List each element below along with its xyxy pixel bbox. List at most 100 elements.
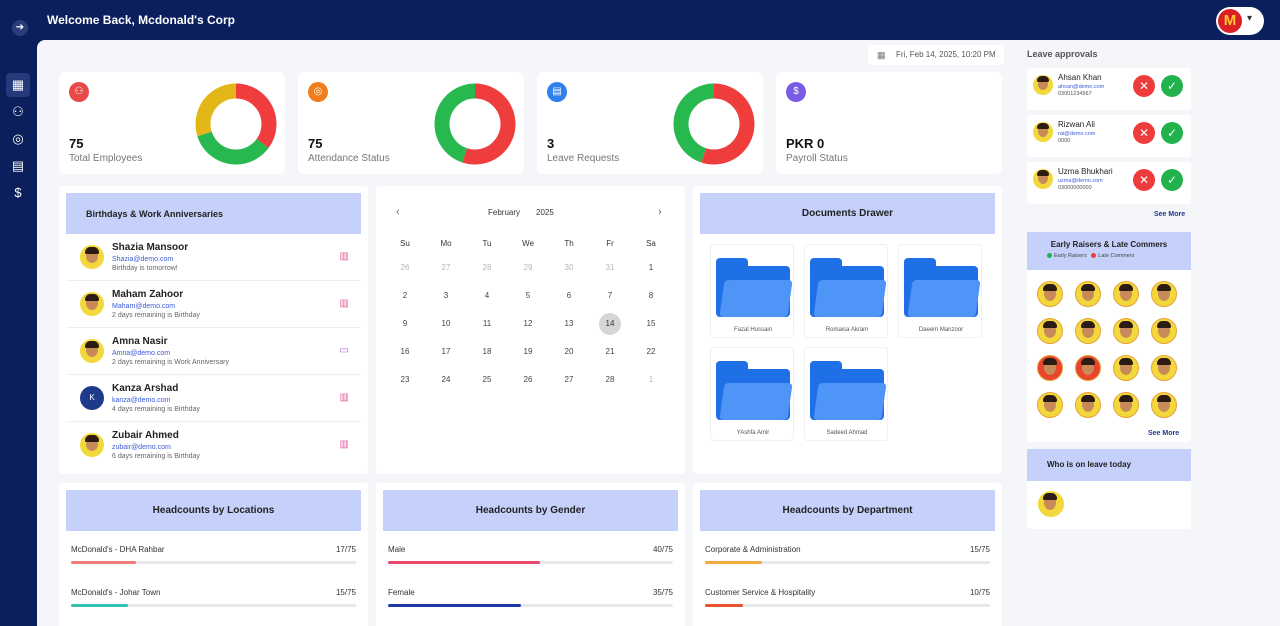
building-icon[interactable]: ▤ — [11, 158, 25, 173]
avatar[interactable] — [1037, 355, 1063, 381]
calendar-day[interactable]: 26 — [400, 263, 410, 272]
calendar-day[interactable]: 3 — [443, 291, 449, 300]
progress-bar — [705, 561, 990, 564]
donut-chart — [673, 83, 755, 165]
reject-button[interactable]: ✕ — [1133, 75, 1155, 97]
avatar[interactable] — [1075, 281, 1101, 307]
calendar-day[interactable]: 8 — [648, 291, 654, 300]
calendar-day[interactable]: 6 — [566, 291, 572, 300]
folder-item[interactable]: YAshfa Amir — [710, 347, 794, 441]
donut-segment-2 — [195, 83, 277, 165]
calendar-day[interactable]: 23 — [400, 375, 410, 384]
list-item[interactable]: Amna Nasir Amna@demo.com 2 days remainin… — [66, 328, 361, 375]
list-item[interactable]: Shazia Mansoor Shazia@demo.com Birthday … — [66, 234, 361, 281]
see-more-early-link[interactable]: See More — [1148, 430, 1180, 437]
stat-value: 75 — [308, 136, 323, 151]
see-more-leave-link[interactable]: See More — [1154, 211, 1186, 218]
avatar[interactable] — [1113, 355, 1139, 381]
reject-button[interactable]: ✕ — [1133, 122, 1155, 144]
calendar-day[interactable]: 14 — [599, 313, 621, 335]
calendar-day[interactable]: 4 — [484, 291, 490, 300]
avatar[interactable] — [1037, 392, 1063, 418]
calendar-day[interactable]: 2 — [402, 291, 408, 300]
avatar[interactable] — [1075, 355, 1101, 381]
calendar-day[interactable]: 5 — [525, 291, 531, 300]
calendar-day[interactable]: 16 — [400, 347, 410, 356]
avatar[interactable] — [1038, 491, 1064, 517]
avatar[interactable] — [1151, 392, 1177, 418]
avatar[interactable] — [1075, 392, 1101, 418]
calendar-day[interactable]: 7 — [607, 291, 613, 300]
calendar-day[interactable]: 17 — [441, 347, 451, 356]
calendar-day[interactable]: 20 — [564, 347, 574, 356]
calendar-day[interactable]: 11 — [482, 319, 492, 328]
dollar-icon[interactable]: $ — [14, 185, 22, 200]
approve-button[interactable]: ✓ — [1161, 169, 1183, 191]
avatar[interactable] — [1113, 318, 1139, 344]
cake-icon: ▥ — [339, 439, 349, 450]
list-item[interactable]: Maham Zahoor Maham@demo.com 2 days remai… — [66, 281, 361, 328]
folder-item[interactable]: Daeem Manzoor — [898, 244, 982, 338]
calendar-day[interactable]: 28 — [482, 263, 492, 272]
avatar[interactable] — [1037, 281, 1063, 307]
stat-card-leave-requests[interactable]: ▤ 3 Leave Requests — [537, 72, 763, 174]
avatar[interactable] — [1075, 318, 1101, 344]
approve-button[interactable]: ✓ — [1161, 75, 1183, 97]
stat-card-payroll[interactable]: $ PKR 0 Payroll Status — [776, 72, 1002, 174]
profile-menu[interactable]: M ▾ — [1216, 7, 1264, 35]
avatar[interactable] — [1037, 318, 1063, 344]
dashboard-icon[interactable]: ▦ — [6, 73, 30, 97]
stat-card-total-employees[interactable]: ⚇ 75 Total Employees — [59, 72, 285, 174]
documents-card: Documents Drawer Fazal Hussain Romaisa A… — [693, 186, 1002, 474]
calendar-day[interactable]: 18 — [482, 347, 492, 356]
calendar-month[interactable]: February — [488, 208, 521, 217]
stat-label: Leave Requests — [547, 153, 620, 164]
calendar-day[interactable]: 13 — [564, 319, 574, 328]
avatar[interactable] — [1151, 355, 1177, 381]
approve-button[interactable]: ✓ — [1161, 122, 1183, 144]
folder-item[interactable]: Romaisa Akram — [804, 244, 888, 338]
calendar-day[interactable]: 10 — [441, 319, 451, 328]
stat-card-attendance[interactable]: ◎ 75 Attendance Status — [298, 72, 524, 174]
calendar-day[interactable]: 27 — [564, 375, 574, 384]
calendar-day[interactable]: 30 — [564, 263, 574, 272]
avatar[interactable] — [1151, 318, 1177, 344]
calendar-day[interactable]: 21 — [605, 347, 615, 356]
calendar-day[interactable]: 12 — [523, 319, 533, 328]
avatar[interactable] — [1113, 392, 1139, 418]
chevron-left-icon[interactable]: ‹ — [396, 206, 400, 218]
calendar-day[interactable]: 27 — [441, 263, 451, 272]
calendar-day[interactable]: 26 — [523, 375, 533, 384]
arrow-right-icon[interactable]: ➔ — [12, 20, 28, 36]
chevron-right-icon[interactable]: › — [658, 206, 662, 218]
calendar-day[interactable]: 9 — [402, 319, 408, 328]
calendar-day[interactable]: 22 — [646, 347, 656, 356]
list-item[interactable]: K Kanza Arshad kanza@demo.com 4 days rem… — [66, 375, 361, 422]
calendar-day[interactable]: 15 — [646, 319, 656, 328]
calendar-day[interactable]: 19 — [523, 347, 533, 356]
folder-item[interactable]: Sadeed Ahmad — [804, 347, 888, 441]
avatar — [80, 339, 104, 363]
calendar-day[interactable]: 1 — [648, 263, 654, 272]
weekday-label: Mo — [440, 239, 452, 248]
calendar-year[interactable]: 2025 — [536, 208, 554, 217]
avatar — [80, 245, 104, 269]
stat-label: Payroll Status — [786, 153, 848, 164]
folder-item[interactable]: Fazal Hussain — [710, 244, 794, 338]
avatar[interactable] — [1151, 281, 1177, 307]
calendar-day[interactable]: 1 — [648, 375, 654, 384]
progress-bar — [388, 561, 673, 564]
card-title: Headcounts by Locations — [66, 490, 361, 531]
avatar[interactable] — [1113, 281, 1139, 307]
list-item[interactable]: Zubair Ahmed zubair@demo.com 6 days rema… — [66, 422, 361, 469]
reject-button[interactable]: ✕ — [1133, 169, 1155, 191]
users-icon[interactable]: ⚇ — [12, 104, 24, 119]
calendar-day[interactable]: 29 — [523, 263, 533, 272]
fingerprint-icon[interactable]: ◎ — [12, 131, 24, 146]
calendar-day[interactable]: 25 — [482, 375, 492, 384]
calendar-day[interactable]: 24 — [441, 375, 451, 384]
calendar-day[interactable]: 31 — [605, 263, 615, 272]
headcount-row: Female 35/75 — [388, 588, 673, 618]
mcdonalds-logo: M — [1218, 9, 1242, 33]
calendar-day[interactable]: 28 — [605, 375, 615, 384]
